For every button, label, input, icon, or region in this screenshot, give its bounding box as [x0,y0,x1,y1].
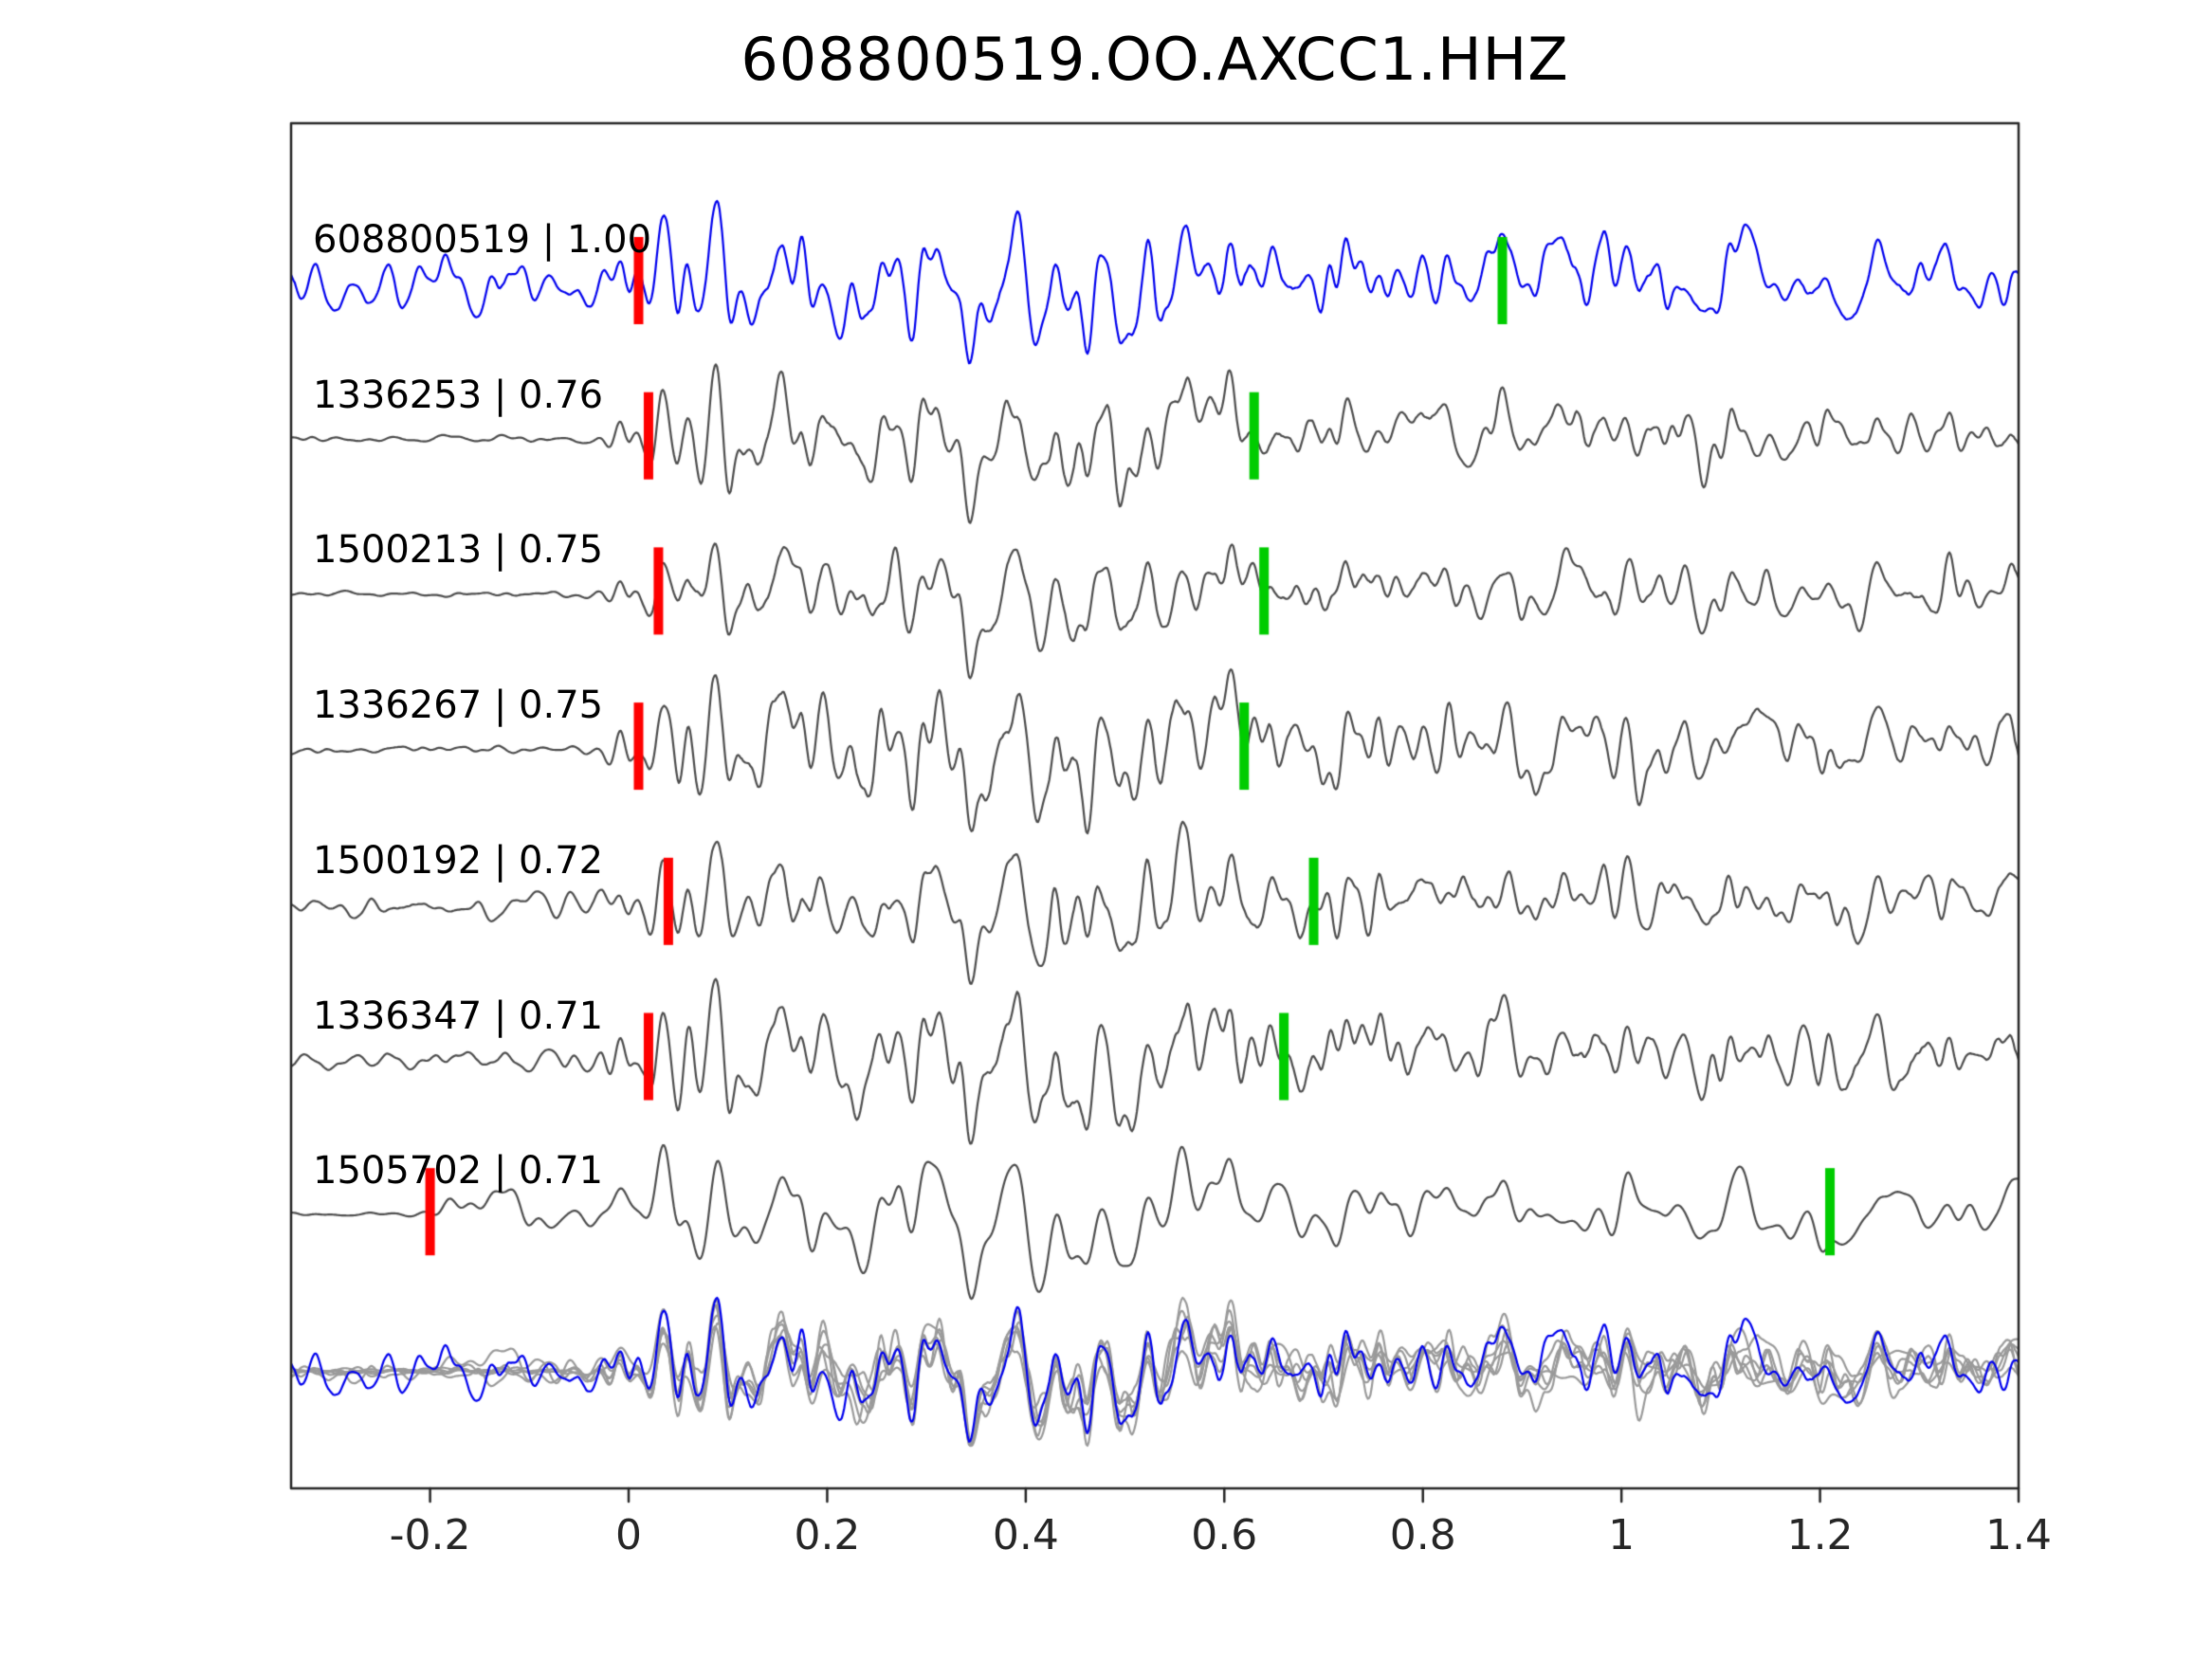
x-tick-label: 1.2 [1786,1511,1854,1559]
x-tick-label: 0.4 [992,1511,1059,1559]
trace-label: 608800519 | 1.00 [313,218,652,262]
x-tick-label: 1.4 [1985,1511,2052,1559]
x-tick-label: -0.2 [389,1511,471,1559]
x-tick-label: 0.6 [1191,1511,1258,1559]
trace-label: 1505702 | 0.71 [313,1149,604,1194]
x-tick-label: 0.2 [794,1511,861,1559]
trace-label: 1500213 | 0.75 [313,528,604,573]
trace-label: 1500192 | 0.72 [313,838,604,883]
trace-label: 1336267 | 0.75 [313,684,604,728]
trace-label: 1336253 | 0.76 [313,373,604,417]
x-tick-label: 0 [615,1511,643,1559]
plot-title: 608800519.OO.AXCC1.HHZ [740,25,1569,94]
x-tick-label: 0.8 [1389,1511,1456,1559]
trace-label: 1336347 | 0.71 [313,994,604,1038]
x-tick-label: 1 [1608,1511,1636,1559]
